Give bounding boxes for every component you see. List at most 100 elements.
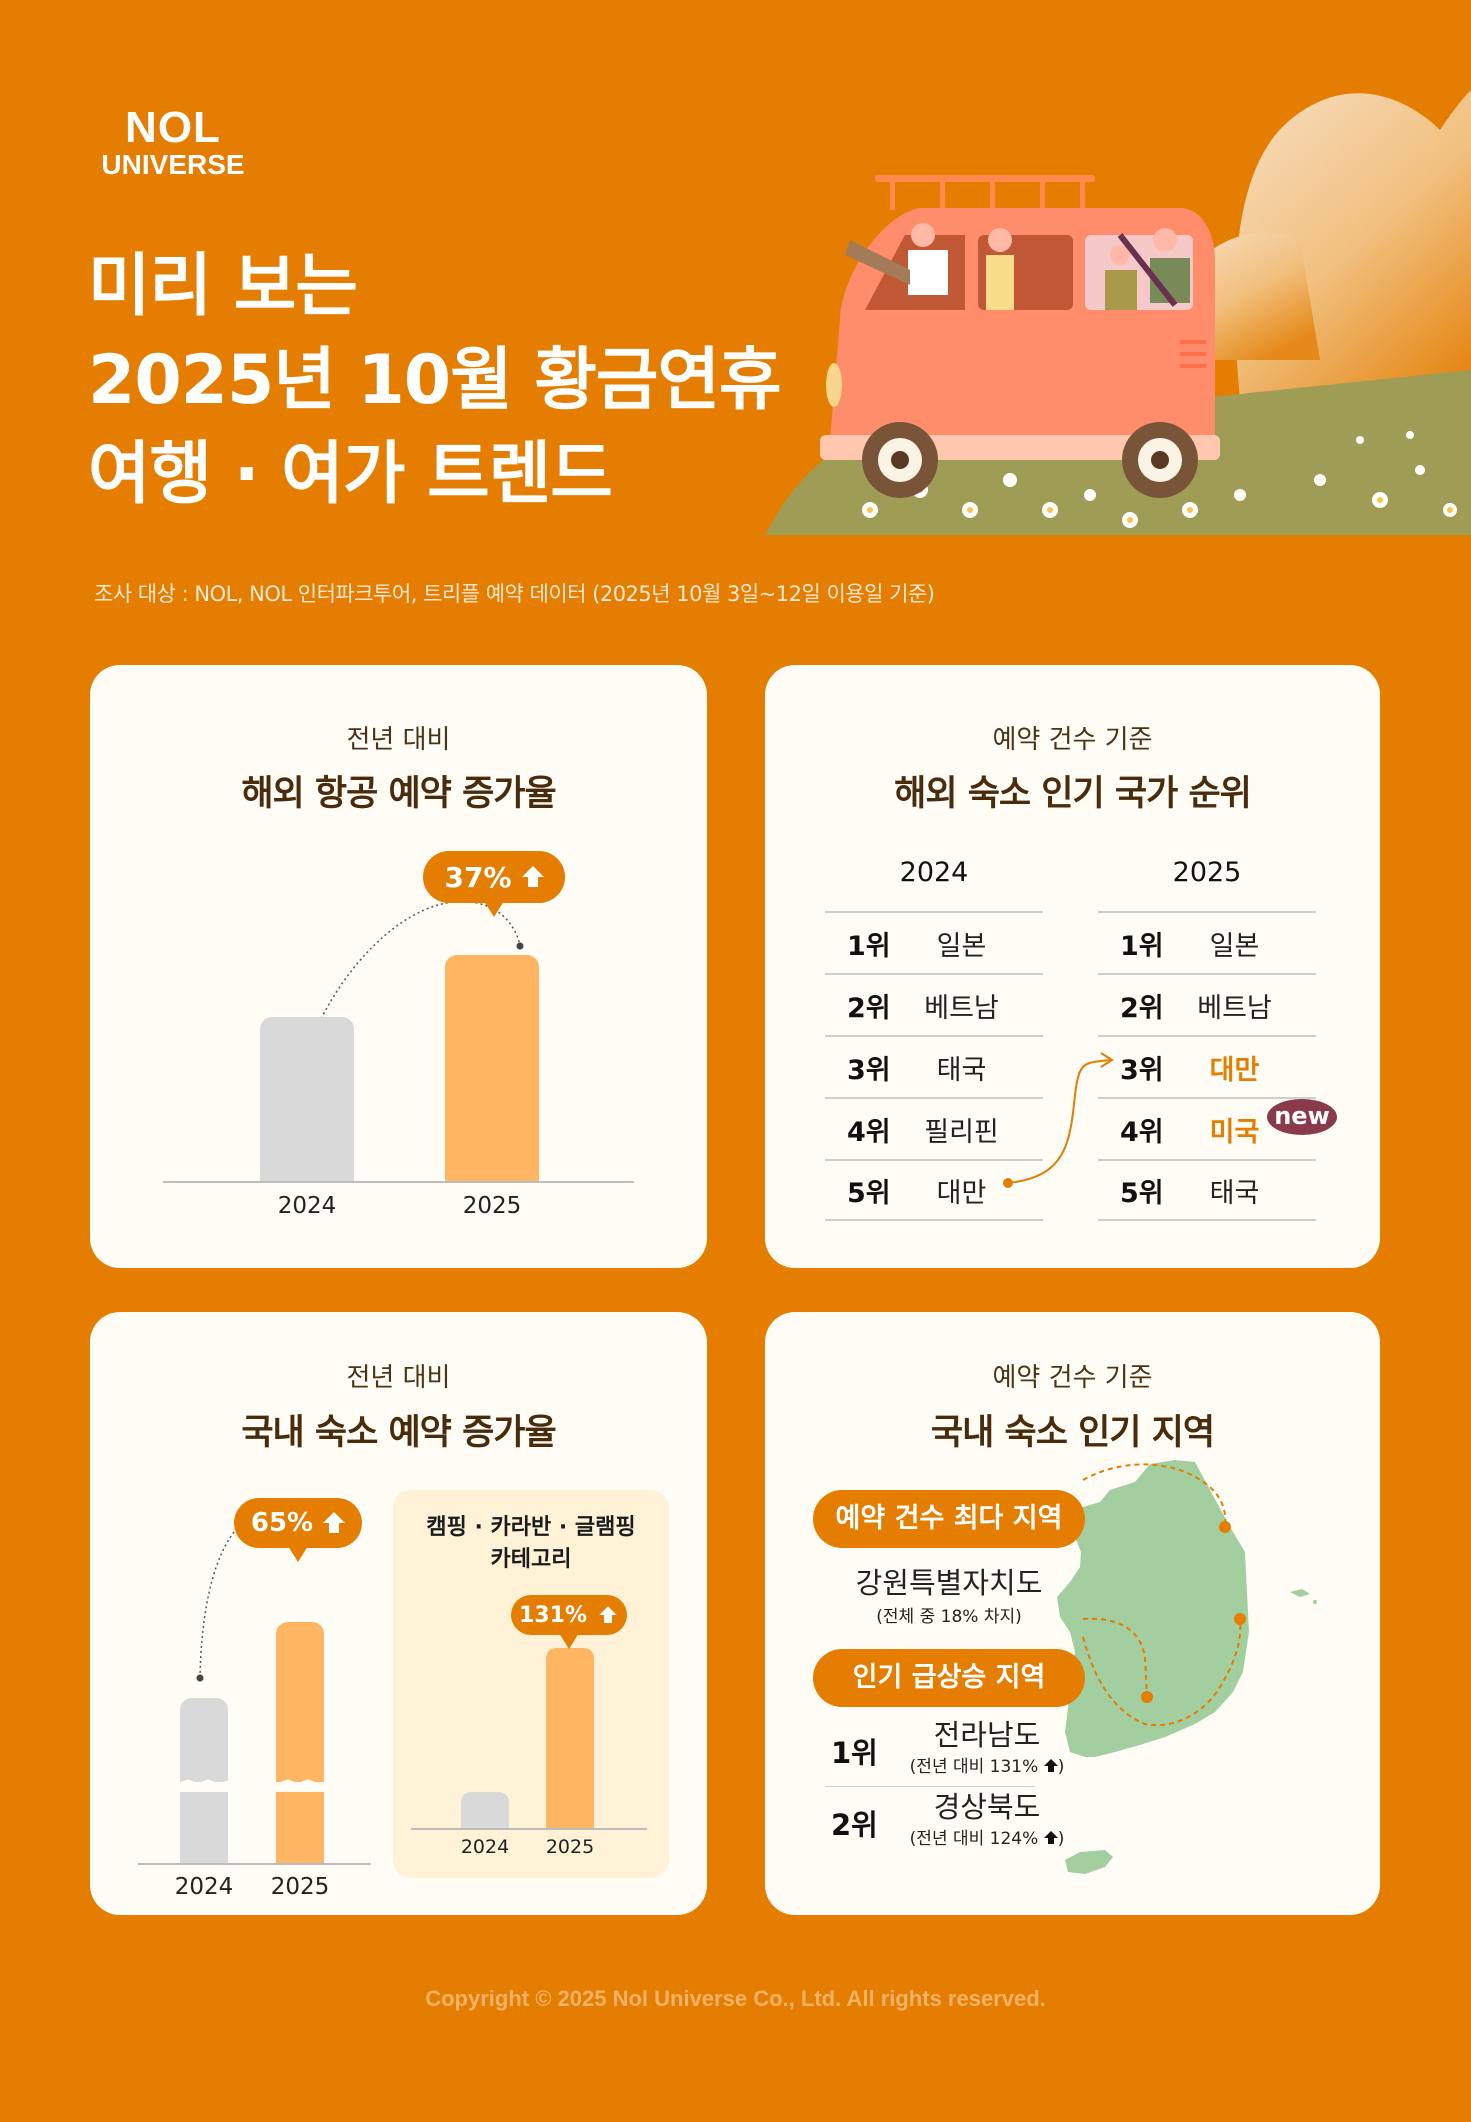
rank-country-highlight: 미국 (1209, 1116, 1260, 1148)
divider (825, 1786, 1035, 1787)
up-arrow-icon (323, 1512, 346, 1534)
bar-2025 (276, 1622, 324, 1782)
ranking-row: 5위 태국 (1098, 1159, 1316, 1221)
page-title: 미리 보는 2025년 10월 황금연휴 여행 · 여가 트렌드 (88, 240, 782, 522)
camp-bar-2024 (461, 1792, 509, 1828)
rank-number: 1위 (1120, 930, 1164, 962)
increase-value: 37% (444, 860, 512, 894)
ranking-row: 3위 대만 (1098, 1035, 1316, 1097)
ranking-row: 4위 미국 (1098, 1097, 1316, 1159)
title-line-1: 미리 보는 (88, 247, 358, 326)
axis-break-icon (176, 1779, 332, 1789)
rising-rank-2: 2위 (831, 1808, 878, 1842)
camp-x-label-2025: 2025 (545, 1836, 595, 1858)
rank-country: 태국 (1209, 1177, 1260, 1209)
rising-region-2: 경상북도 (933, 1790, 1041, 1824)
korea-map (1057, 1460, 1317, 1874)
survey-scope-note: 조사 대상 : NOL, NOL 인터파크투어, 트리플 예약 데이터 (202… (94, 582, 935, 606)
new-badge: new (1267, 1099, 1337, 1135)
ranking-row: 2위 베트남 (825, 973, 1043, 1035)
rank-number: 1위 (847, 930, 891, 962)
ranking-year: 2025 (1172, 857, 1242, 888)
bar-2025-lower (276, 1792, 324, 1863)
dotted-connector (305, 900, 524, 1050)
top-region-label: 예약 건수 최다 지역 (813, 1490, 1085, 1548)
note-close: ) (1057, 1757, 1065, 1777)
camp-x-axis (411, 1828, 647, 1830)
rank-number: 2위 (1120, 992, 1164, 1024)
card-subtitle: 전년 대비 (346, 1363, 451, 1393)
bar-2025 (445, 955, 539, 1181)
increase-value: 131% (519, 1602, 587, 1628)
card-overseas-air: 전년 대비 해외 항공 예약 증가율 2024 2025 37% (90, 665, 707, 1268)
rank-number: 2위 (847, 992, 891, 1024)
increase-badge: 37% (423, 851, 565, 917)
card-subtitle: 전년 대비 (346, 725, 451, 755)
copyright: Copyright © 2025 Nol Universe Co., Ltd. … (425, 1986, 1046, 2011)
rising-region-1: 전라남도 (933, 1718, 1041, 1752)
rising-rank-1: 1위 (831, 1736, 878, 1770)
bar-2024-lower (180, 1792, 228, 1863)
card-domestic-lodging: 전년 대비 국내 숙소 예약 증가율 2024 2025 65% 캠핑 · 카라… (90, 1312, 707, 1915)
rank-number: 3위 (1120, 1054, 1164, 1086)
rank-move-arrow (1003, 1052, 1114, 1188)
card-subtitle: 예약 건수 기준 (992, 1363, 1153, 1393)
van-illustration (765, 90, 1471, 535)
card-title: 해외 숙소 인기 국가 순위 (894, 774, 1252, 814)
title-line-2: 2025년 10월 황금연휴 (88, 341, 782, 420)
ranking-2024: 2024 1위 일본 2위 베트남 3위 태국 4위 필리핀 5위 대만 (825, 853, 1043, 1221)
camping-category-panel: 캠핑 · 카라반 · 글램핑 카테고리 2024 2025 131% (393, 1490, 669, 1878)
rank-number: 4위 (847, 1116, 891, 1148)
top-region-name: 강원특별자치도 (855, 1566, 1043, 1600)
card-title: 해외 항공 예약 증가율 (241, 774, 556, 814)
bar-2024 (180, 1698, 228, 1782)
up-arrow-icon (521, 866, 544, 888)
ranking-row: 5위 대만 (825, 1159, 1043, 1221)
rank-country: 일본 (936, 930, 987, 962)
ranking-2025: 2025 1위 일본 2위 베트남 3위 대만 4위 미국 5위 태국 (1098, 853, 1316, 1221)
x-label-2025: 2025 (462, 1193, 522, 1219)
camp-bar-2025 (546, 1648, 594, 1828)
x-axis (163, 1181, 634, 1183)
x-label-2024: 2024 (277, 1193, 337, 1219)
x-axis (138, 1863, 371, 1865)
camping-title-line-1: 캠핑 · 카라반 · 글램핑 (426, 1515, 636, 1540)
increase-badge: 65% (234, 1498, 362, 1562)
card-title: 국내 숙소 예약 증가율 (241, 1413, 556, 1453)
nol-universe-logo: NOL UNIVERSE (88, 106, 258, 180)
bar-2024 (260, 1017, 354, 1181)
ranking-row: 2위 베트남 (1098, 973, 1316, 1035)
camp-x-label-2024: 2024 (460, 1836, 510, 1858)
rank-country: 베트남 (1197, 992, 1272, 1024)
x-label-2024: 2024 (174, 1874, 234, 1900)
increase-value: 65% (250, 1508, 314, 1538)
rank-country: 일본 (1209, 930, 1260, 962)
rank-country: 베트남 (924, 992, 999, 1024)
camping-increase-badge: 131% (511, 1595, 627, 1649)
rank-number: 5위 (1120, 1177, 1164, 1209)
up-arrow-icon (1043, 1759, 1058, 1773)
up-arrow-icon (599, 1606, 617, 1624)
card-subtitle: 예약 건수 기준 (992, 725, 1153, 755)
card-domestic-regions: 예약 건수 기준 국내 숙소 인기 지역 예약 건수 최다 지역 강원특별자치도… (765, 1312, 1380, 1915)
rank-number: 5위 (847, 1177, 891, 1209)
ranking-row: 1위 일본 (1098, 911, 1316, 973)
ranking-row: 3위 태국 (825, 1035, 1043, 1097)
rising-region-label: 인기 급상승 지역 (813, 1649, 1085, 1707)
logo-line-2: UNIVERSE (101, 149, 245, 180)
rank-country: 대만 (936, 1177, 987, 1209)
rising-region-1-note: (전년 대비 131% ) (887, 1752, 1087, 1777)
rank-country: 태국 (936, 1054, 987, 1086)
card-title: 국내 숙소 인기 지역 (930, 1413, 1215, 1453)
camping-title-line-2: 카테고리 (490, 1547, 572, 1572)
note-text: (전년 대비 131% (909, 1757, 1044, 1777)
x-label-2025: 2025 (270, 1874, 330, 1900)
note-text: (전년 대비 124% (909, 1829, 1044, 1849)
rank-country: 필리핀 (924, 1116, 999, 1148)
rank-number: 3위 (847, 1054, 891, 1086)
ranking-row: 1위 일본 (825, 911, 1043, 973)
camping-panel-title: 캠핑 · 카라반 · 글램핑 카테고리 (393, 1512, 669, 1576)
ranking-row: 4위 필리핀 (825, 1097, 1043, 1159)
note-close: ) (1057, 1829, 1065, 1849)
card-overseas-ranking: 예약 건수 기준 해외 숙소 인기 국가 순위 2024 1위 일본 2위 베트남 … (765, 665, 1380, 1268)
